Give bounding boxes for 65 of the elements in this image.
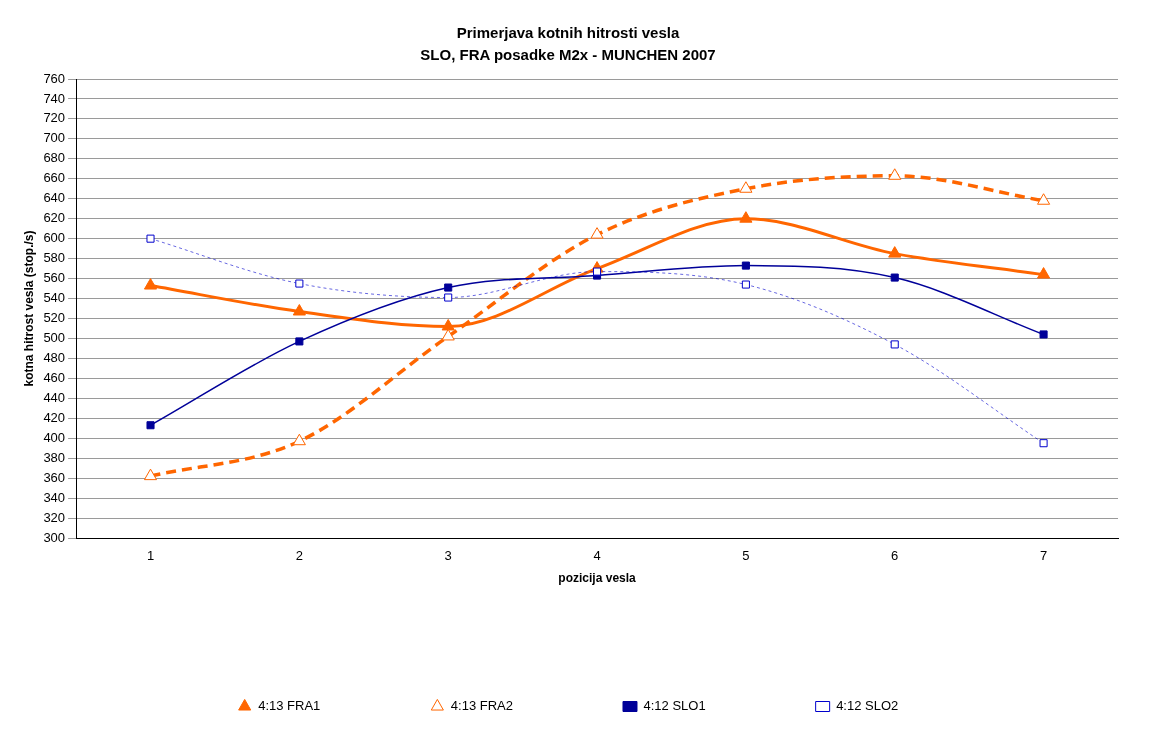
y-tick-label: 660 [43,170,66,186]
y-tick-label: 400 [43,429,66,445]
x-tick-label: 6 [891,548,899,564]
y-tick-label: 420 [43,409,66,425]
legend-label: 4:13 FRA2 [450,698,513,714]
point [1037,193,1051,205]
point [1039,439,1048,448]
point [444,283,453,292]
y-tick-label: 720 [43,110,66,126]
point [295,279,304,288]
point [1039,330,1048,339]
point [593,267,602,276]
y-tick-label: 580 [43,250,66,266]
x-tick-label: 4 [593,548,601,564]
y-tick-label: 300 [43,529,66,545]
y-tick-label: 380 [43,449,66,465]
legend-label: 4:12 SLO2 [836,698,899,714]
chart-subtitle: SLO, FRA posadke M2x - MUNCHEN 2007 [420,46,716,64]
point [1037,267,1051,279]
point [143,468,158,481]
point [441,328,455,341]
x-axis-title: pozicija vesla [558,571,637,586]
point [444,293,453,302]
y-tick-label: 600 [43,230,66,246]
point [890,340,899,349]
y-tick-label: 440 [43,389,66,405]
y-tick-label: 640 [43,190,66,206]
x-tick-label: 2 [295,548,303,564]
point [741,261,750,270]
point [143,278,158,290]
y-tick-label: 540 [43,290,66,306]
y-tick-label: 760 [43,70,66,86]
y-tick-label: 700 [43,130,66,146]
y-tick-label: 520 [43,310,66,326]
y-tick-label: 620 [43,210,66,226]
point [441,318,455,331]
y-tick-label: 680 [43,150,66,166]
point [739,181,753,193]
legend-label: 4:12 SLO1 [643,698,706,714]
x-tick-label: 1 [146,548,155,564]
y-axis-title: kotna hitrost vesla (stop./s) [21,230,36,387]
point [295,337,304,346]
point [741,280,750,289]
y-tick-label: 560 [43,270,66,286]
point [739,211,753,223]
y-tick-label: 340 [43,489,66,505]
point [292,303,306,316]
point [890,273,899,282]
legend-label: 4:13 FRA1 [258,698,321,714]
y-tick-label: 360 [43,469,66,485]
point [888,168,902,180]
y-tick-label: 460 [43,369,66,385]
point [590,227,604,239]
x-tick-label: 3 [444,548,452,564]
point [292,433,306,446]
x-tick-label: 5 [742,548,750,564]
y-tick-label: 740 [43,90,66,106]
point [146,234,155,243]
chart-title: Primerjava kotnih hitrosti vesla [456,24,680,42]
x-tick-label: 7 [1039,548,1048,564]
y-tick-label: 500 [43,330,66,346]
y-tick-label: 320 [43,509,66,525]
point [146,421,155,430]
point [888,246,902,258]
y-tick-label: 480 [43,349,66,365]
